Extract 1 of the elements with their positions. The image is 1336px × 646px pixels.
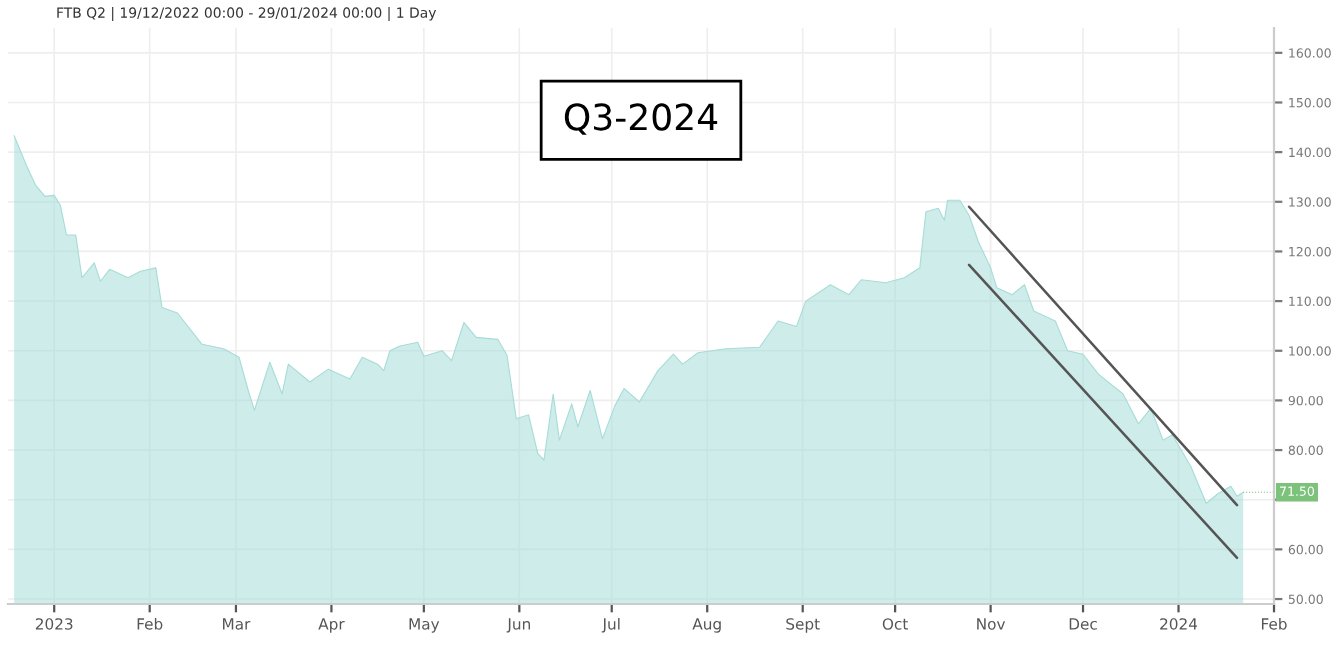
annotation: Q3-2024 <box>564 103 718 135</box>
